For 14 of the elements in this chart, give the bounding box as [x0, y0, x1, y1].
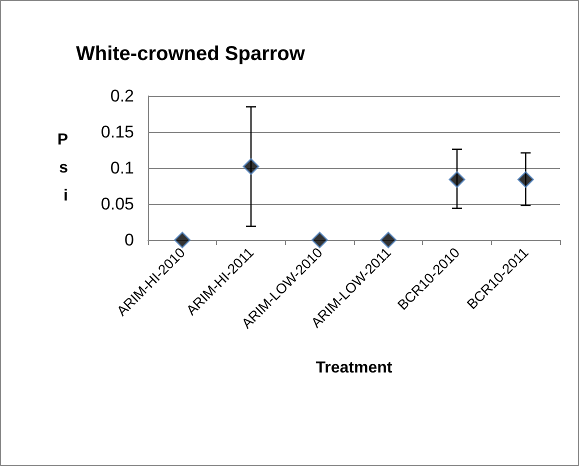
point — [311, 232, 328, 248]
point — [517, 171, 534, 188]
point — [174, 232, 191, 248]
point — [380, 232, 397, 248]
y-tick-label: 0.05 — [100, 194, 134, 214]
chart-title: White-crowned Sparrow — [76, 43, 306, 65]
y-tick-label: 0 — [124, 230, 134, 250]
y-tick-label: 0.1 — [110, 158, 134, 178]
y-tick-label: 0.15 — [100, 122, 134, 142]
point — [448, 171, 466, 188]
point — [242, 158, 260, 175]
x-axis-title: Treatment — [316, 360, 393, 376]
y-tick-label: 0.2 — [110, 86, 134, 106]
y-axis-title: Psi — [57, 132, 68, 204]
